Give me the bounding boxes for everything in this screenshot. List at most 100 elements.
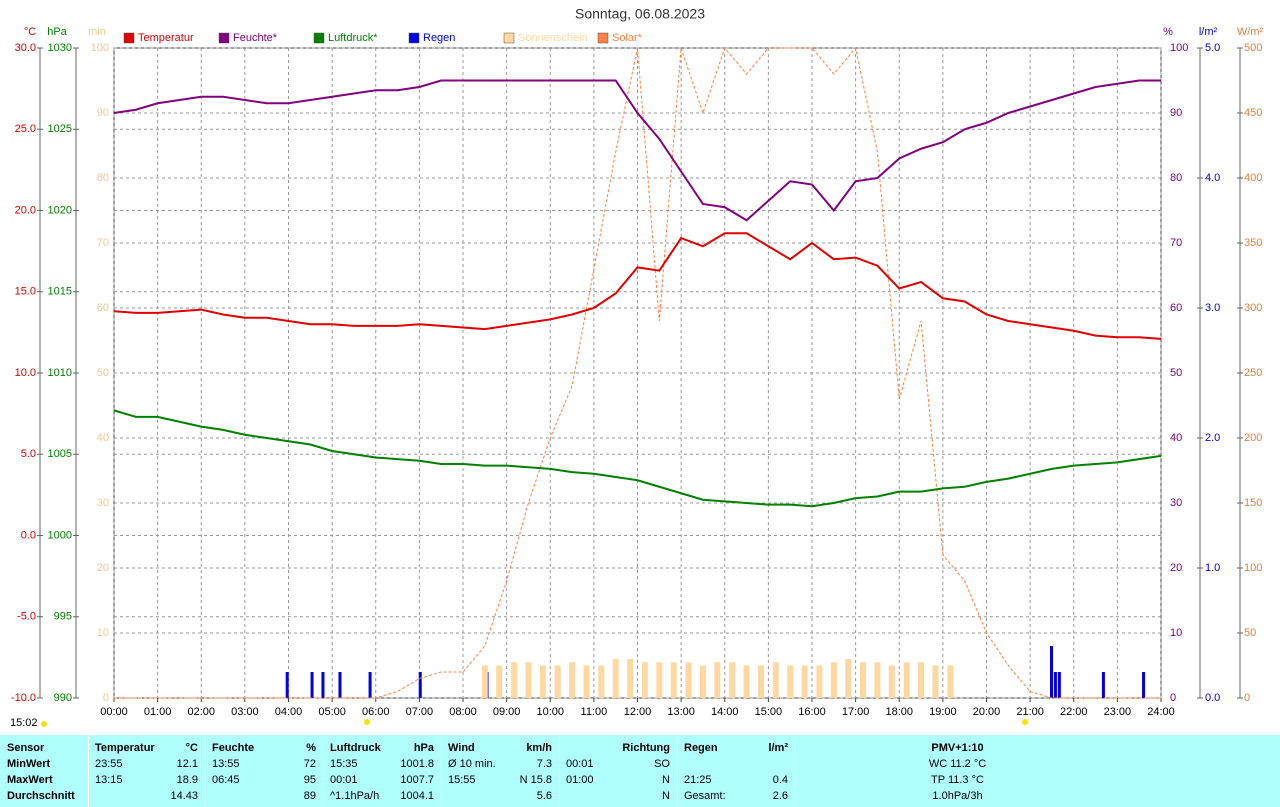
legend-swatch (123, 32, 135, 44)
x-tick-label: 08:00 (449, 706, 477, 718)
cell-text: Ø 10 min. (448, 758, 496, 770)
cell-value: 0.4 (772, 774, 788, 786)
bar (539, 665, 546, 698)
y-tick-label: 300 (1244, 302, 1262, 314)
cell-value: 1004.1 (400, 790, 434, 802)
y-tick-label: 0.0 (21, 529, 36, 541)
legend-label: Feuchte* (233, 32, 278, 44)
cell-value: SO (654, 758, 670, 770)
bar (641, 662, 648, 698)
bar (321, 672, 325, 698)
bar (627, 659, 634, 698)
row-label: Sensor (7, 742, 45, 754)
x-tick-label: 19:00 (929, 706, 957, 718)
cell-value: N 15.8 (519, 774, 552, 786)
axis-unit: °C (24, 26, 36, 38)
sunset-marker (1022, 719, 1028, 725)
axis-unit: hPa (47, 26, 67, 38)
legend-swatch (313, 32, 325, 44)
y-tick-label: 1005 (48, 448, 72, 460)
legend-label: Sonnenschein (518, 32, 588, 44)
bar (685, 662, 692, 698)
cell-text: TP 11.3 °C (931, 774, 984, 786)
x-tick-label: 17:00 (842, 706, 870, 718)
cell-value: 2.6 (772, 790, 788, 802)
legend-swatch (503, 32, 515, 44)
y-tick-label: 100 (1244, 562, 1262, 574)
cell-text: Gesamt: (684, 790, 726, 802)
bar (860, 662, 867, 698)
x-tick-label: 22:00 (1060, 706, 1088, 718)
bar (830, 662, 837, 698)
cell-value: l/m² (768, 742, 788, 754)
y-tick-label: 90 (1170, 107, 1182, 119)
y-tick-label: 60 (97, 302, 109, 314)
y-tick-label: 100 (1170, 42, 1188, 54)
bar (947, 665, 954, 698)
x-tick-label: 23:00 (1104, 706, 1132, 718)
legend-label: Solar* (612, 32, 643, 44)
cell-value: % (306, 742, 316, 754)
y-tick-label: 1015 (48, 286, 72, 298)
cell-value: 1007.7 (400, 774, 434, 786)
y-tick-label: 70 (97, 237, 109, 249)
bar (1050, 646, 1054, 698)
x-tick-label: 02:00 (187, 706, 215, 718)
bar (569, 662, 576, 698)
y-tick-label: 0 (1244, 692, 1250, 704)
bar (1053, 672, 1057, 698)
series-line (113, 409, 1162, 508)
bar (845, 659, 852, 698)
cell-text: WC 11.2 °C (928, 758, 987, 770)
y-tick-label: 1030 (48, 42, 72, 54)
x-tick-label: 12:00 (624, 706, 652, 718)
y-tick-label: 100 (91, 42, 109, 54)
series-line (113, 79, 1161, 222)
cell-text: 15:55 (448, 774, 476, 786)
cell-value: 1001.8 (400, 758, 434, 770)
y-tick-label: 1000 (48, 529, 72, 541)
bar (714, 662, 721, 698)
bar (1057, 672, 1061, 698)
bar (583, 665, 590, 698)
bar (1142, 672, 1146, 698)
y-tick-label: 20.0 (15, 204, 36, 216)
column-separator (559, 735, 560, 807)
y-tick-label: 1025 (48, 123, 72, 135)
y-tick-label: 3.0 (1205, 302, 1220, 314)
cell-value: 18.9 (176, 774, 198, 786)
y-tick-label: 5.0 (1205, 42, 1220, 54)
y-tick-label: 90 (97, 107, 109, 119)
y-tick-label: 50 (1244, 627, 1256, 639)
x-tick-label: 18:00 (885, 706, 913, 718)
x-tick-label: 00:00 (100, 706, 128, 718)
y-tick-label: 200 (1244, 432, 1262, 444)
cell-text: 1.0hPa/3h (932, 790, 983, 802)
y-tick-label: 10 (1170, 627, 1182, 639)
series-line (114, 46, 1161, 699)
bar (612, 659, 619, 698)
bar (772, 662, 779, 698)
y-tick-label: 350 (1244, 237, 1262, 249)
bar (801, 665, 808, 698)
axis-unit: W/m² (1237, 26, 1264, 38)
cell-text: Feuchte (212, 742, 255, 754)
cell-text: PMV+1:10 (931, 742, 984, 754)
bar (729, 662, 736, 698)
y-tick-label: 40 (1170, 432, 1182, 444)
bar (338, 672, 342, 698)
x-tick-label: 16:00 (798, 706, 826, 718)
bar (598, 665, 605, 698)
y-tick-label: 990 (54, 692, 72, 704)
bar (903, 662, 910, 698)
cell-value: N (662, 774, 670, 786)
bar (743, 665, 750, 698)
y-tick-label: 1020 (48, 204, 72, 216)
y-tick-label: 4.0 (1205, 172, 1220, 184)
column-separator (323, 735, 324, 807)
y-tick-label: 20 (97, 562, 109, 574)
x-tick-label: 03:00 (231, 706, 259, 718)
series-line (113, 232, 1162, 340)
column-separator (795, 735, 796, 807)
y-tick-label: 0.0 (1205, 692, 1220, 704)
